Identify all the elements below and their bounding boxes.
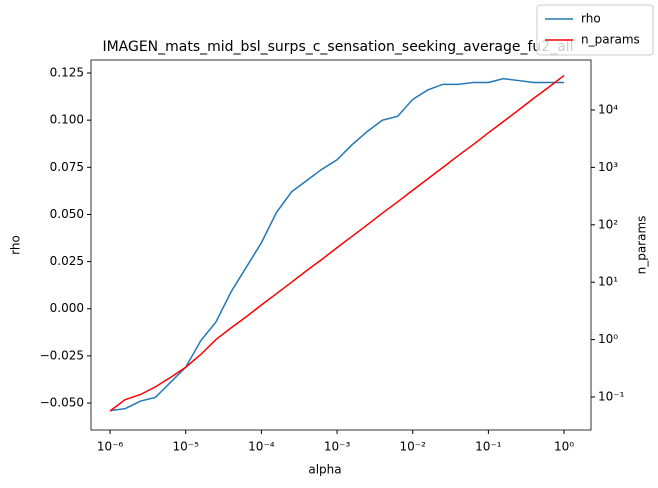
series-line: [109, 74, 565, 412]
series-line: [109, 77, 565, 412]
chart-title: IMAGEN_mats_mid_bsl_surps_c_sensation_se…: [102, 39, 573, 55]
x-tick-label: 10⁻⁶: [97, 440, 124, 454]
y-axis-label: rho: [9, 235, 23, 255]
y-tick-label: 0.000: [50, 301, 84, 315]
y2-tick-label: 10²: [598, 217, 618, 231]
y2-tick-label: 10⁰: [598, 332, 618, 346]
plot-frame: [90, 59, 592, 431]
y-tick-label: −0.025: [40, 348, 84, 362]
x-tick-label: 10⁻¹: [475, 440, 502, 454]
x-tick-label: 10⁻⁴: [248, 440, 275, 454]
y2-tick-label: 10¹: [598, 275, 618, 289]
y-tick-label: 0.050: [50, 207, 84, 221]
y2-tick-label: 10³: [598, 160, 618, 174]
y2-axis-label: n_params: [635, 216, 649, 275]
x-axis-label: alpha: [308, 463, 341, 477]
x-tick-label: 10⁻³: [324, 440, 351, 454]
y-tick-label: 0.100: [50, 113, 84, 127]
legend-label: rho: [581, 12, 601, 26]
y-tick-label: 0.125: [50, 66, 84, 80]
y-tick-label: −0.050: [40, 396, 84, 410]
y2-tick-label: 10⁻¹: [598, 389, 625, 403]
x-tick-label: 10⁻⁵: [173, 440, 200, 454]
y-tick-label: 0.025: [50, 254, 84, 268]
x-tick-label: 10⁻²: [400, 440, 427, 454]
legend: rho n_params: [536, 4, 654, 56]
x-tick-label: 10⁰: [554, 440, 574, 454]
y2-tick-label: 10⁴: [598, 102, 618, 116]
legend-label: n_params: [581, 33, 640, 47]
legend-box: [536, 4, 654, 56]
y-tick-label: 0.075: [50, 160, 84, 174]
